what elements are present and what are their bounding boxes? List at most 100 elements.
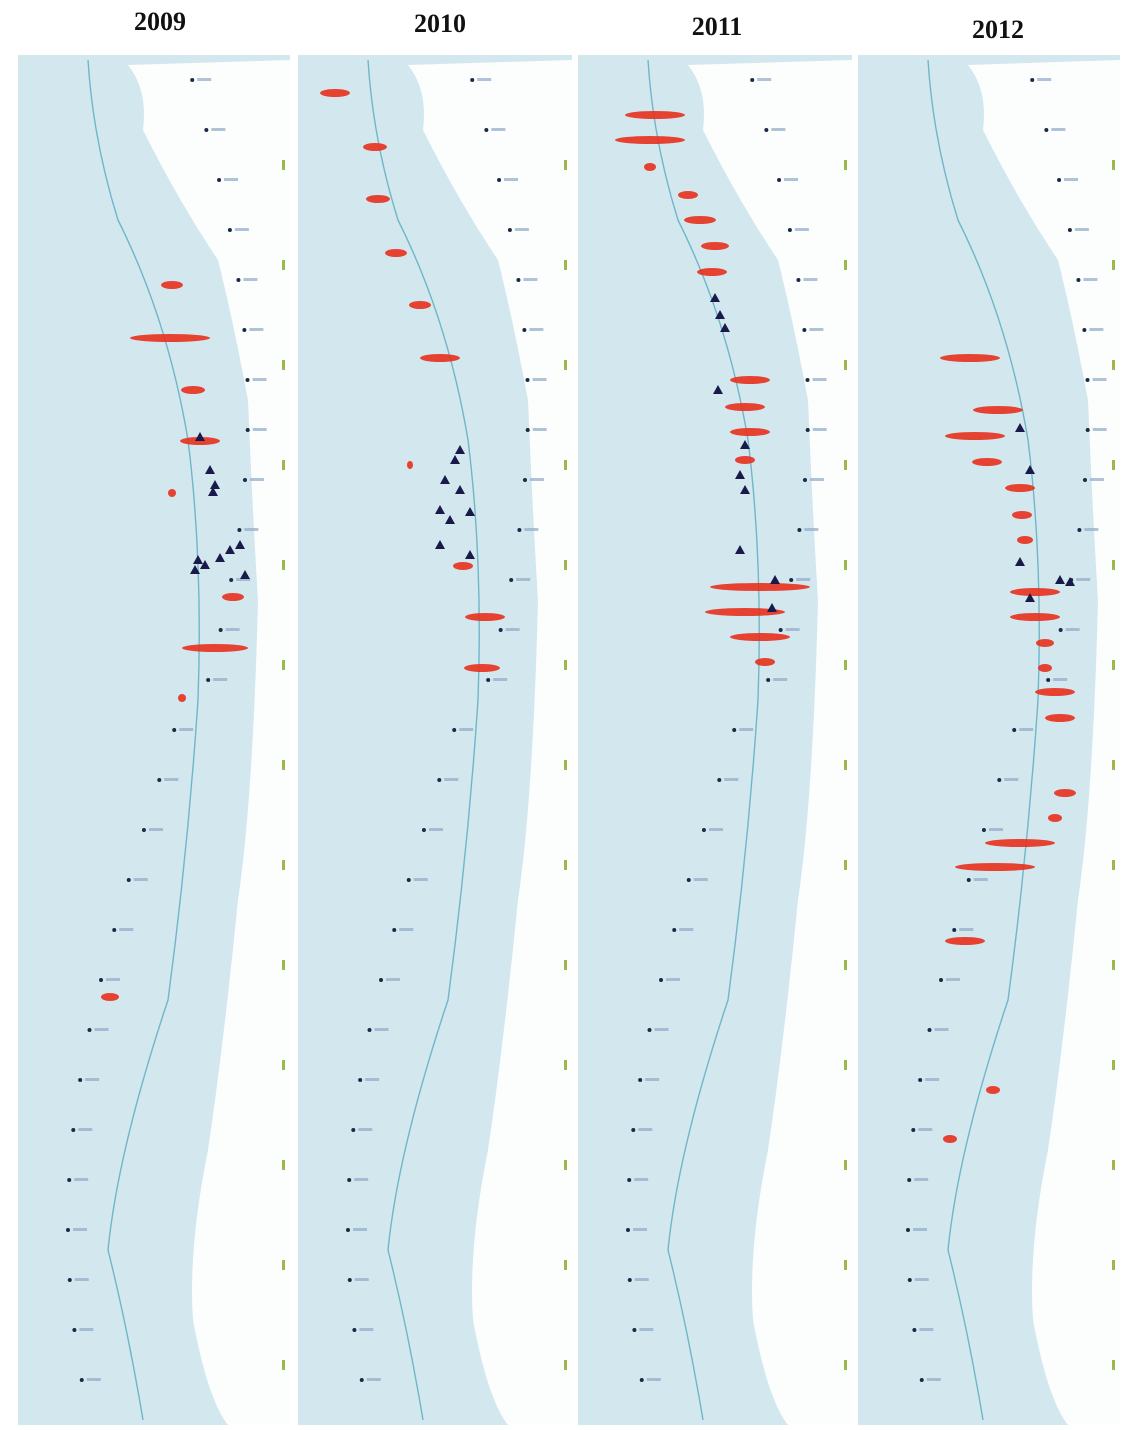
edge-tick [844,1160,847,1170]
edge-tick [282,560,285,570]
station-label [914,1278,929,1281]
station-label [252,428,267,431]
station [71,1128,76,1132]
station [1082,328,1087,332]
station [805,378,810,382]
station-label [444,778,459,781]
station [639,1378,644,1382]
station [918,1078,923,1082]
station-label [1076,578,1091,581]
station-label [926,1378,941,1381]
station [939,978,944,982]
station-label [639,1328,654,1331]
red-streak [1010,613,1060,621]
edge-tick [1112,360,1115,370]
station-label [524,528,539,531]
station [789,578,794,582]
red-streak [1054,789,1076,797]
station [359,1378,364,1382]
station-label [1004,778,1019,781]
edge-tick [564,660,567,670]
station-label [529,478,544,481]
station [517,528,522,532]
station [99,978,104,982]
edge-tick [564,960,567,970]
triangle-marker [1065,577,1075,586]
edge-tick [282,860,285,870]
triangle-marker [440,475,450,484]
station [952,928,957,932]
red-streak [625,111,685,119]
edge-tick [1112,660,1115,670]
station-label [529,328,544,331]
station [516,278,521,282]
station [1030,78,1035,82]
triangle-marker [735,470,745,479]
station-label [244,528,259,531]
edge-tick [844,1260,847,1270]
station [367,1028,372,1032]
triangle-marker [715,310,725,319]
station-label [913,1228,928,1231]
station [352,1328,357,1332]
land [968,60,1120,1425]
station-label [1089,328,1104,331]
edge-tick [282,1360,285,1370]
red-streak [1010,588,1060,596]
red-streak [972,458,1002,466]
station-label [1053,678,1068,681]
station [522,328,527,332]
edge-tick [282,160,285,170]
station-label [353,1228,368,1231]
station-label [934,1028,949,1031]
red-streak [465,613,505,621]
red-streak [955,863,1035,871]
station-label [354,1178,369,1181]
red-streak [1036,639,1054,647]
river [927,59,1040,1421]
station [805,428,810,432]
station [346,1228,351,1232]
station [242,478,247,482]
station-label [812,428,827,431]
station-label [428,828,443,831]
station-label [959,928,974,931]
triangle-marker [1015,557,1025,566]
edge-tick [1112,560,1115,570]
station-label [988,828,1003,831]
station [509,578,514,582]
station-label [85,1078,100,1081]
station-label [809,328,824,331]
station-label [973,878,988,881]
red-streak [973,406,1023,414]
red-streak [943,1135,957,1143]
station [1044,128,1049,132]
station-label [236,578,251,581]
station-label [516,578,531,581]
station [672,928,677,932]
station [78,1078,83,1082]
station-label [94,1028,109,1031]
land [408,60,572,1425]
edge-tick [1112,860,1115,870]
red-streak [705,608,785,616]
station-label [79,1328,94,1331]
station [981,828,986,832]
station-label [399,928,414,931]
red-streak [464,664,500,672]
station-label [773,678,788,681]
red-streak [945,937,985,945]
red-streak [755,658,775,666]
station-label [133,878,148,881]
triangle-marker [767,603,777,612]
edge-tick [564,760,567,770]
station-label [1074,228,1089,231]
triangle-marker [713,385,723,394]
edge-tick [844,260,847,270]
station [452,728,457,732]
station [72,1328,77,1332]
station [406,878,411,882]
station-label [252,378,267,381]
triangle-marker [465,550,475,559]
station [659,978,664,982]
